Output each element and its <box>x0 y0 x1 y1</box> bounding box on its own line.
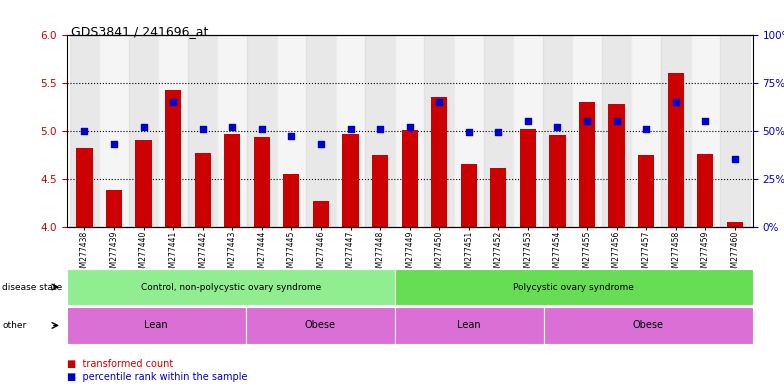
Point <box>403 124 416 130</box>
Point <box>256 126 268 132</box>
Bar <box>520 129 536 227</box>
Bar <box>188 35 217 227</box>
Bar <box>602 35 631 227</box>
Point <box>581 118 593 124</box>
Bar <box>631 35 661 227</box>
Text: disease state: disease state <box>2 283 63 291</box>
Point <box>167 99 180 105</box>
Bar <box>343 134 358 227</box>
Point <box>728 156 741 162</box>
Bar <box>70 35 99 227</box>
Bar <box>365 35 395 227</box>
Bar <box>668 73 684 227</box>
Bar <box>277 35 306 227</box>
Point <box>521 118 534 124</box>
Point <box>78 127 91 134</box>
Bar <box>372 155 388 227</box>
Bar <box>313 201 329 227</box>
Point <box>314 141 327 147</box>
Bar <box>431 97 448 227</box>
Bar <box>306 35 336 227</box>
Bar <box>254 137 270 227</box>
Bar <box>461 164 477 227</box>
Bar <box>638 155 655 227</box>
Point <box>374 126 387 132</box>
Bar <box>395 35 424 227</box>
Bar <box>720 35 750 227</box>
Bar <box>579 102 595 227</box>
Bar <box>194 153 211 227</box>
Bar <box>165 90 181 227</box>
Bar <box>697 154 713 227</box>
Bar <box>691 35 720 227</box>
Bar <box>99 35 129 227</box>
Bar <box>76 148 93 227</box>
Text: other: other <box>2 321 27 330</box>
Point <box>640 126 652 132</box>
Text: ■  percentile rank within the sample: ■ percentile rank within the sample <box>67 372 247 382</box>
Bar <box>247 35 277 227</box>
Bar <box>550 136 565 227</box>
Bar <box>490 168 506 227</box>
Bar <box>158 35 188 227</box>
Bar <box>224 134 241 227</box>
Bar <box>106 190 122 227</box>
Point <box>107 141 120 147</box>
Text: Control, non-polycystic ovary syndrome: Control, non-polycystic ovary syndrome <box>140 283 321 291</box>
Point <box>433 99 445 105</box>
Text: ■  transformed count: ■ transformed count <box>67 359 173 369</box>
Point <box>551 124 564 130</box>
Text: GDS3841 / 241696_at: GDS3841 / 241696_at <box>71 25 208 38</box>
Bar <box>484 35 514 227</box>
Bar <box>336 35 365 227</box>
Text: Obese: Obese <box>305 320 336 331</box>
Bar <box>283 174 299 227</box>
Bar <box>424 35 454 227</box>
Point <box>463 129 475 136</box>
Point <box>285 133 298 139</box>
Point <box>670 99 682 105</box>
Point <box>611 118 623 124</box>
Bar <box>514 35 543 227</box>
Bar <box>454 35 484 227</box>
Text: Lean: Lean <box>458 320 481 331</box>
Text: Polycystic ovary syndrome: Polycystic ovary syndrome <box>514 283 634 291</box>
Bar <box>543 35 572 227</box>
Bar <box>217 35 247 227</box>
Point <box>344 126 357 132</box>
Text: Lean: Lean <box>144 320 168 331</box>
Bar <box>608 104 625 227</box>
Point <box>492 129 505 136</box>
Point <box>137 124 150 130</box>
Bar <box>136 140 151 227</box>
Point <box>226 124 238 130</box>
Point <box>196 126 209 132</box>
Bar <box>401 130 418 227</box>
Text: Obese: Obese <box>633 320 664 331</box>
Bar <box>129 35 158 227</box>
Bar <box>572 35 602 227</box>
Point <box>699 118 712 124</box>
Bar <box>661 35 691 227</box>
Bar <box>727 222 743 227</box>
